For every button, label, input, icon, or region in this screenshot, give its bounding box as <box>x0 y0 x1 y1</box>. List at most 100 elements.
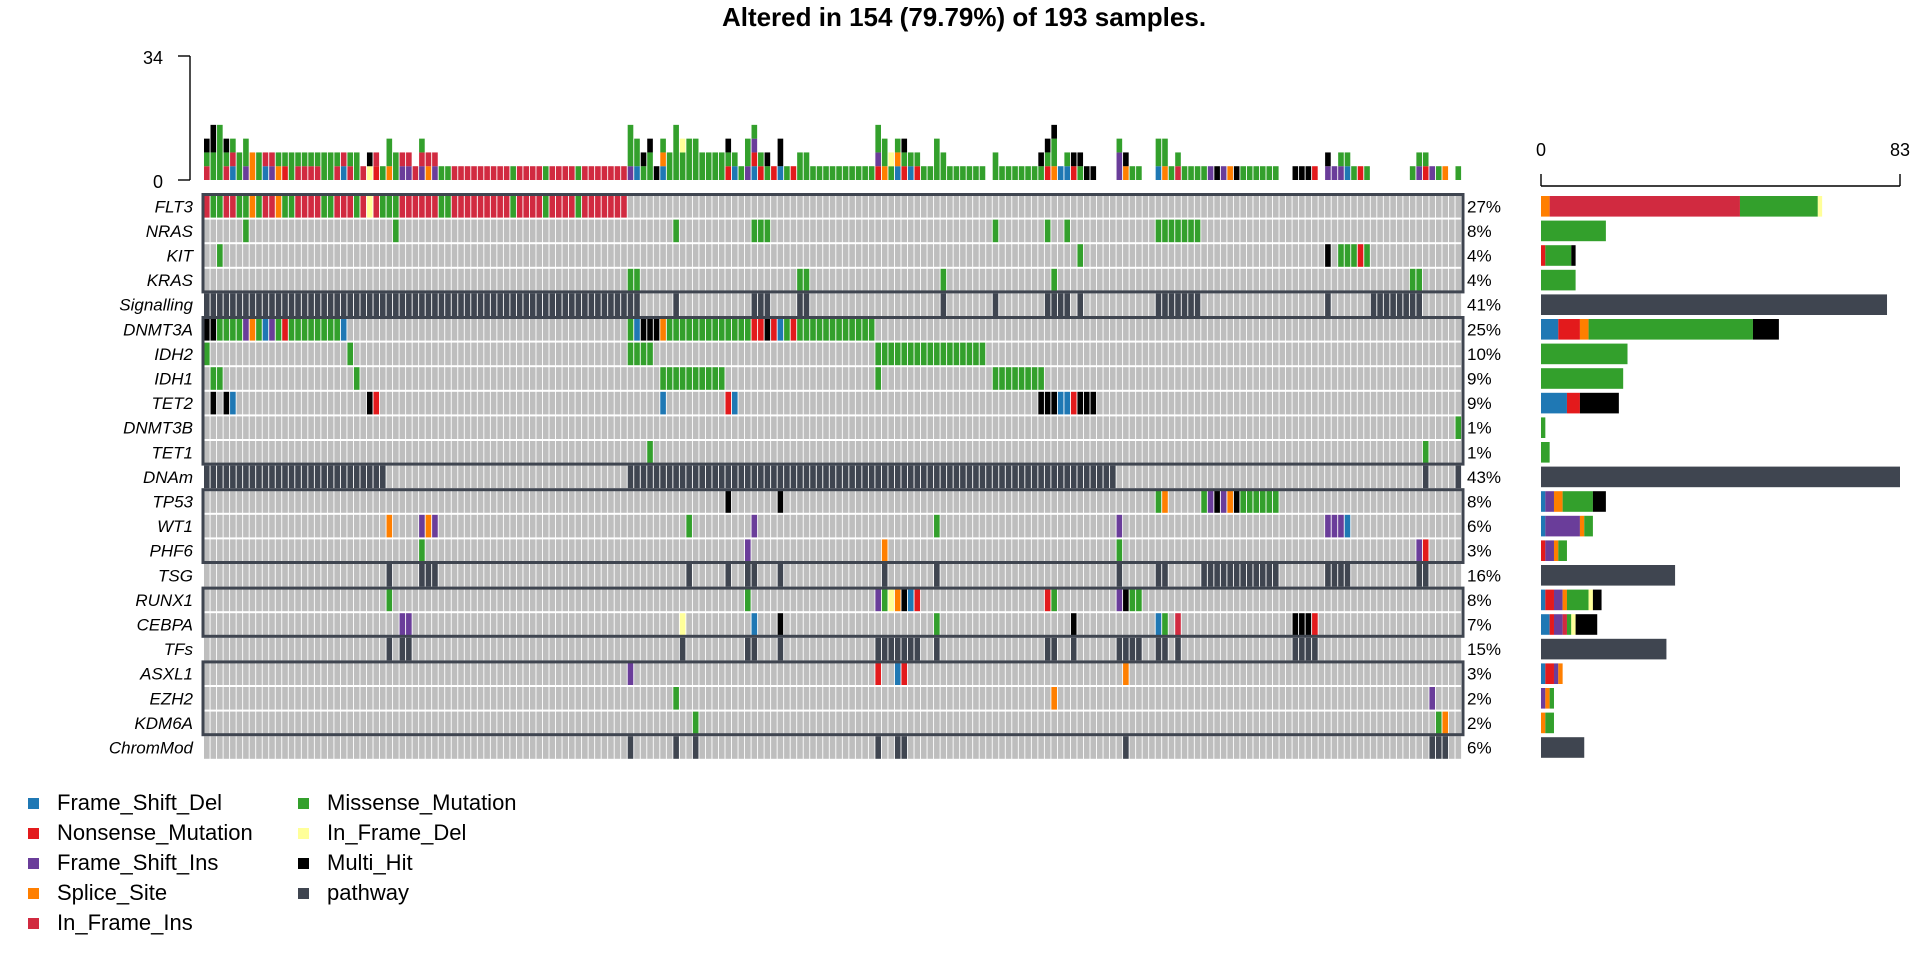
cell-tsg-3 <box>223 564 230 587</box>
cell-idh1-17 <box>314 367 321 390</box>
cell-wt1-64 <box>621 514 627 538</box>
cell-tet2-173 <box>1331 391 1338 415</box>
cell-phf6-61 <box>601 539 608 562</box>
cell-ezh2-6 <box>243 687 249 710</box>
cell-cebpa-14 <box>295 613 301 636</box>
cell-kras-4 <box>230 268 236 292</box>
cell-signalling-128 <box>1038 293 1044 316</box>
cell-dnmt3a-180 <box>1377 318 1383 341</box>
cell-kit-80 <box>725 244 732 267</box>
cell-nras-34 <box>425 219 432 243</box>
cell-tp53-96 <box>829 490 836 513</box>
cell-wt1-95 <box>823 514 829 538</box>
cell-kit-34 <box>425 244 432 267</box>
cell-tfs-49 <box>523 637 530 661</box>
cell-ezh2-53 <box>549 687 556 710</box>
cell-dnmt3b-39 <box>458 416 464 439</box>
cell-flt3-115 <box>953 195 960 218</box>
cell-nras-44 <box>490 219 497 243</box>
cell-dnmt3a-20 <box>334 318 340 341</box>
cell-dnmt3a-160 <box>1246 318 1253 341</box>
cell-dnmt3b-107 <box>901 416 908 439</box>
cell-ezh2-18 <box>321 687 327 710</box>
cell-dnmt3b-68 <box>647 416 653 439</box>
cell-chrommod-74 <box>686 736 692 759</box>
cell-chrommod-150 <box>1181 736 1188 759</box>
top-bar-14-in_frame_ins <box>295 166 301 180</box>
cell-tet1-110 <box>920 441 927 464</box>
cell-asxl1-78 <box>712 662 719 685</box>
cell-ezh2-190 <box>1442 687 1449 710</box>
cell-tet2-25 <box>366 391 373 415</box>
cell-tfs-145 <box>1149 637 1155 661</box>
cell-idh1-145 <box>1149 367 1155 390</box>
cell-tet1-50 <box>529 441 536 464</box>
cell-tet2-28 <box>386 391 393 415</box>
cell-kit-75 <box>692 244 699 267</box>
cell-tet2-44 <box>490 391 497 415</box>
cell-signalling-17 <box>314 293 321 316</box>
cell-kit-148 <box>1168 244 1175 267</box>
cell-tfs-136 <box>1090 637 1097 661</box>
cell-kdm6a-35 <box>432 711 438 735</box>
cell-cebpa-127 <box>1031 613 1038 636</box>
cell-idh1-187 <box>1422 367 1429 390</box>
cell-cebpa-121 <box>992 613 999 636</box>
cell-ezh2-123 <box>1005 687 1012 710</box>
top-bar-185-missense_mutation <box>1409 166 1416 180</box>
cell-phf6-151 <box>1188 539 1194 562</box>
cell-flt3-36 <box>438 195 445 218</box>
cell-tfs-71 <box>666 637 673 661</box>
row-label-idh2: IDH2 <box>154 345 193 364</box>
cell-asxl1-58 <box>582 662 588 685</box>
cell-cebpa-108 <box>907 613 914 636</box>
cell-tet2-65 <box>627 391 634 415</box>
cell-tet2-135 <box>1083 391 1090 415</box>
cell-phf6-98 <box>842 539 849 562</box>
cell-wt1-103 <box>875 514 881 538</box>
cell-flt3-116 <box>960 195 966 218</box>
cell-tet2-95 <box>823 391 829 415</box>
cell-idh2-7 <box>249 342 256 366</box>
cell-runx1-90 <box>790 588 797 612</box>
cell-wt1-132 <box>1064 514 1071 538</box>
cell-flt3-146 <box>1155 195 1162 218</box>
cell-tet1-139 <box>1110 441 1116 464</box>
cell-chrommod-140 <box>1116 736 1123 759</box>
cell-nras-171 <box>1318 219 1325 243</box>
cell-dnmt3b-136 <box>1090 416 1097 439</box>
cell-wt1-50 <box>529 514 536 538</box>
cell-kras-20 <box>334 268 340 292</box>
cell-ezh2-2 <box>217 687 223 710</box>
top-bar-151-missense_mutation <box>1188 166 1194 180</box>
cell-kdm6a-45 <box>497 711 503 735</box>
cell-cebpa-0 <box>204 613 210 636</box>
cell-dnam-14 <box>295 465 301 489</box>
cell-tfs-187 <box>1422 637 1429 661</box>
cell-chrommod-46 <box>503 736 510 759</box>
top-axis-label-max: 34 <box>143 48 163 68</box>
cell-idh2-70 <box>660 342 666 366</box>
cell-tet1-44 <box>490 441 497 464</box>
cell-kras-102 <box>868 268 875 292</box>
top-bar-154-frame_shift_ins <box>1207 166 1214 180</box>
cell-runx1-14 <box>295 588 301 612</box>
cell-dnmt3a-17 <box>314 318 321 341</box>
cell-dnmt3b-133 <box>1070 416 1077 439</box>
cell-phf6-72 <box>673 539 679 562</box>
cell-phf6-1 <box>210 539 217 562</box>
cell-dnmt3a-68 <box>647 318 653 341</box>
cell-cebpa-119 <box>979 613 986 636</box>
cell-kit-84 <box>751 244 758 267</box>
cell-cebpa-57 <box>575 613 582 636</box>
cell-kit-171 <box>1318 244 1325 267</box>
top-bar-12-nonsense_mutation <box>282 166 288 180</box>
cell-tet1-88 <box>777 441 784 464</box>
cell-ezh2-14 <box>295 687 301 710</box>
cell-flt3-31 <box>406 195 412 218</box>
cell-tsg-186 <box>1416 564 1422 587</box>
cell-asxl1-125 <box>1018 662 1025 685</box>
cell-tsg-66 <box>634 564 640 587</box>
cell-ezh2-189 <box>1435 687 1442 710</box>
cell-tp53-43 <box>484 490 490 513</box>
